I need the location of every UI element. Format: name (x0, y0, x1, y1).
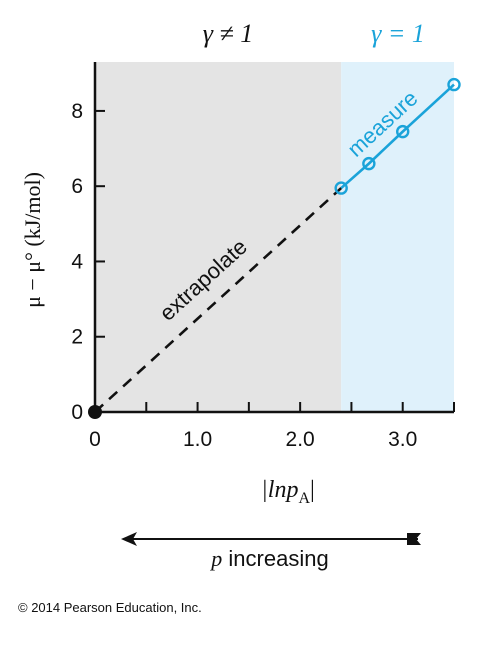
x-tick-label: 0 (89, 428, 101, 451)
p-increasing-arrow (121, 532, 421, 546)
p-increasing-label: p increasing (209, 546, 328, 571)
measure-point (362, 156, 376, 171)
region-gamma-one (341, 62, 454, 412)
copyright-notice: © 2014 Pearson Education, Inc. (18, 600, 202, 615)
measure-line (340, 83, 455, 190)
measure-point (396, 124, 410, 139)
region-backgrounds (95, 62, 454, 412)
x-tick-label: 2.0 (286, 428, 315, 451)
y-tick-label: 0 (71, 401, 83, 424)
region-gamma-not-one (95, 62, 342, 412)
y-tick-label: 4 (71, 250, 83, 273)
y-tick-label: 8 (71, 100, 83, 123)
data-series (88, 77, 461, 419)
measure-point (334, 181, 348, 195)
p-symbol: p (209, 546, 222, 571)
x-axis-label-subscript: A (298, 490, 310, 507)
arrow-tail (407, 533, 421, 545)
region-left-label: γ ≠ 1 (203, 19, 254, 48)
y-tick-label: 6 (71, 175, 83, 198)
x-axis-label-close: | (310, 477, 315, 503)
x-tick-label: 3.0 (388, 428, 417, 451)
region-right-label: γ = 1 (371, 19, 425, 48)
y-tick-label: 2 (71, 326, 83, 349)
arrow-head (121, 532, 137, 546)
axes: 0 2 4 6 8 0 1.0 2.0 3.0 (71, 62, 455, 451)
measure-point (447, 77, 461, 92)
x-tick-label: 1.0 (183, 428, 212, 451)
x-axis-label-main: |lnp (261, 477, 298, 503)
increasing-text: increasing (222, 546, 328, 571)
y-axis-label: μ − μ° (kJ/mol) (20, 172, 45, 308)
origin-point (88, 405, 102, 419)
x-axis-label: |lnpA| (261, 477, 315, 507)
